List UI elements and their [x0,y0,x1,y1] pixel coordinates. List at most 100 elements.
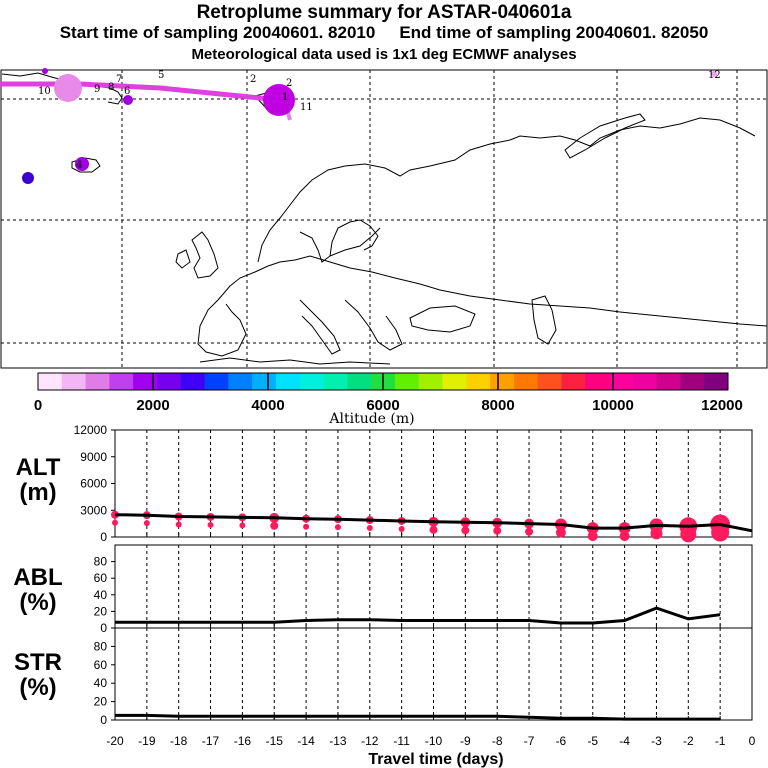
str-label: STR [14,649,62,676]
start-time-label: Start time of sampling 20040601. 82010 [59,23,376,42]
plume-dot [123,95,133,105]
colorbar-cell [585,373,610,390]
traj-label: 10 [38,86,51,97]
alt-dot-lower [366,525,373,532]
colorbar-cell [252,373,277,390]
x-axis: -20 -19 -18 -17 -16 -15 -14 -13 -12 -11 -10 -9 -8 -7-… [106,734,755,748]
panel-labels: ALT (m) ABL (%) STR (%) [13,454,62,701]
alt-dot-lower [461,526,470,535]
y-tick-label: 12000 [74,423,108,437]
plume-path [0,81,281,103]
y-tick-label: 40 [94,588,108,602]
traj-label: 9 [94,84,100,95]
x-tick-label: -5 [587,734,598,748]
colorbar-cell [85,373,110,390]
x-tick-label: -4 [619,734,630,748]
colorbar-cell [632,373,658,390]
colorbar-cell [537,373,562,390]
colorbar-tick: 10000 [592,397,634,414]
met-data-label: Meteorological data used is 1x1 deg ECMW… [191,46,577,63]
x-tick-label: -9 [460,734,471,748]
colorbar-ticks: 0 2000 4000 6000 8000 10000 12000 [34,397,743,414]
y-tick-label: 60 [94,571,108,585]
colorbar-cell [156,373,182,390]
colorbar-cell [680,373,705,390]
y-tick-label: 20 [94,695,108,709]
y-tick-label: 60 [94,658,108,672]
map-frame [0,69,768,369]
y-tick-label: 0 [100,621,107,635]
colorbar-cell [656,373,681,390]
x-tick-label: -11 [393,734,410,748]
traj-label: 7 [116,74,122,85]
map-panel: 10 9 8 7 6 5 4 2 2 1 12 11 [0,68,768,369]
series-line [115,713,721,721]
coastlines [1,72,768,365]
colorbar-tick: 12000 [701,397,743,414]
plume-dot-1 [263,84,295,116]
colorbar-cells [38,373,729,390]
alt-dot-lower [175,521,182,528]
alt-dot-lower [429,525,438,534]
y-tick-label: 80 [94,555,108,569]
end-time-label: End time of sampling 20040601. 82050 [399,23,709,42]
colorbar-cell [394,373,420,390]
alt-dot-lower [303,523,310,530]
colorbar-cell [133,373,158,390]
alt-label: ALT [16,454,61,481]
str-unit: (%) [19,674,56,701]
traj-label: 4 [76,160,82,171]
colorbar-cell [490,373,515,390]
colorbar-cell [61,373,87,390]
x-tick-label: -20 [106,734,124,748]
series-line [114,513,753,533]
traj-label: 6 [124,86,130,97]
colorbar-cell [180,373,206,390]
colorbar-tick: 6000 [366,397,399,414]
alt-dot-lower [525,527,534,536]
plume-dot [711,71,717,77]
colorbar-cell [442,373,467,390]
traj-labels: 10 9 8 7 6 5 4 2 2 1 12 11 [38,70,721,171]
colorbar-tick: 2000 [136,397,169,414]
colorbar: 0 2000 4000 6000 8000 10000 12000 Altitu… [34,372,743,427]
colorbar-cell [323,373,348,390]
line-panels: 0 3000 6000 9000 12000 0 20 40 60 80 0 20 40 60 80 [74,423,753,727]
plume-dot-10 [54,74,82,102]
alt-dot-lower [493,526,502,535]
x-tick-label: -8 [492,734,503,748]
x-tick-label: -18 [170,734,188,748]
alt-dot-lower [143,520,150,527]
alt-dot-lower [112,519,118,526]
alt-unit: (m) [19,479,56,506]
alt-dot-lower [619,531,630,542]
y-tick-label: 40 [94,676,108,690]
alt-dot-lower [555,527,566,538]
colorbar-tick: 0 [34,397,42,414]
series-line [115,606,721,625]
traj-label: 5 [158,70,164,81]
panel-0: 0 3000 6000 9000 12000 [74,423,753,544]
alt-dot-lower [270,521,279,530]
x-tick-label: 0 [749,734,756,748]
x-tick-label: -19 [138,734,156,748]
trajectory-plume [0,68,717,184]
alt-dot-lower [680,526,697,543]
colorbar-cell [275,373,301,390]
x-tick-label: -3 [651,734,662,748]
colorbar-cell [704,373,729,390]
chart-title: Retroplume summary for ASTAR-040601a [196,2,572,23]
x-tick-label: -14 [297,734,315,748]
colorbar-tick: 4000 [251,397,284,414]
y-tick-label: 6000 [80,477,107,491]
x-tick-label: -17 [202,734,220,748]
plume-dot [42,68,48,74]
colorbar-cell [347,373,372,390]
alt-dot-lower [398,525,405,532]
alt-dot-lower [239,522,246,529]
x-tick-label: -6 [556,734,567,748]
alt-dot-lower [650,527,663,540]
colorbar-cell [609,373,634,390]
panel-2: 0 20 40 60 80 [94,627,753,727]
